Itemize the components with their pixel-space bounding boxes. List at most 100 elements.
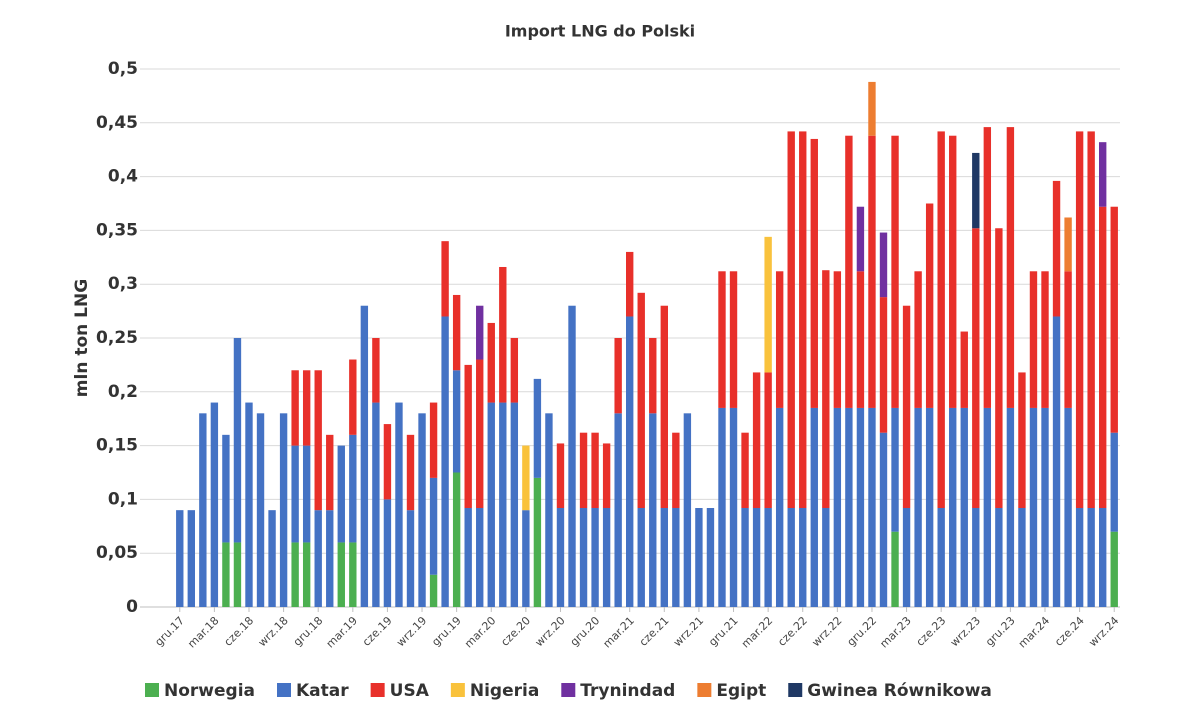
legend-label: Gwinea Równikowa <box>807 681 992 701</box>
x-tick-label: wrz.19 <box>394 614 429 649</box>
x-tick-label: cze.23 <box>914 614 949 649</box>
legend-label: Katar <box>296 681 349 701</box>
bar-segment <box>891 135 899 408</box>
bar-segment <box>775 407 784 607</box>
bar-segment <box>222 434 230 543</box>
bar-segment <box>1029 271 1038 408</box>
bar-segment <box>383 424 392 500</box>
bar-segment <box>752 372 761 509</box>
bar-segment <box>856 206 865 272</box>
bar-segment <box>464 508 472 607</box>
legend-swatch <box>145 683 159 697</box>
bar-segment <box>349 359 357 435</box>
bar-segment <box>1006 407 1015 607</box>
bar-segment <box>522 510 530 607</box>
x-tick-label: cze.19 <box>360 614 395 649</box>
bar-segment <box>1029 407 1038 607</box>
bar-segment <box>510 402 519 607</box>
bar-segment <box>614 338 622 414</box>
bar-segment <box>983 407 992 607</box>
bar-segment <box>326 510 334 607</box>
bar-segment <box>879 297 888 433</box>
chart-title: Import LNG do Polski <box>505 22 695 41</box>
bar-segment <box>787 508 795 607</box>
x-tick-label: cze.20 <box>498 614 533 649</box>
bar-segment <box>925 407 934 607</box>
bar-segment <box>729 407 738 607</box>
bar-segment <box>1110 531 1118 607</box>
bar-segment <box>649 338 657 414</box>
bar-segment <box>972 508 980 607</box>
bar-segment <box>291 370 299 446</box>
x-tick-label: wrz.23 <box>948 614 983 649</box>
x-tick-label: mar.18 <box>185 614 221 650</box>
bar-segment <box>949 135 957 408</box>
bar-segment <box>660 305 668 509</box>
bar-segment <box>787 131 795 509</box>
bar-segment <box>1064 217 1072 272</box>
x-tick-label: wrz.18 <box>256 614 291 649</box>
x-tick-label: wrz.24 <box>1086 614 1121 649</box>
bar-segment <box>429 402 438 478</box>
bar-segment <box>1052 180 1061 317</box>
bar-segment <box>799 131 807 509</box>
bar-segment <box>418 413 426 607</box>
bar-segment <box>187 510 195 607</box>
bar-segment <box>649 413 657 607</box>
bar-segment <box>256 413 265 607</box>
bar-segment <box>199 413 207 607</box>
y-tick-label: 0,05 <box>96 543 138 563</box>
bar-segment <box>822 508 830 607</box>
x-tick-label: wrz.21 <box>671 614 706 649</box>
bar-segment <box>337 542 345 607</box>
bar-segment <box>764 508 772 607</box>
bar-segment <box>349 434 357 543</box>
bar-segment <box>810 138 818 408</box>
bar-segment <box>833 407 842 607</box>
bar-segment <box>983 127 992 408</box>
bar-segment <box>845 407 853 607</box>
bar-segment <box>1064 271 1072 408</box>
bar-segment <box>799 508 807 607</box>
bar-segment <box>452 370 461 473</box>
x-tick-label: mar.21 <box>601 614 637 650</box>
bar-segment <box>510 338 519 403</box>
bar-segment <box>937 508 945 607</box>
bar-segment <box>533 378 542 478</box>
bar-segment <box>672 432 680 509</box>
bar-segment <box>879 232 888 298</box>
legend-label: USA <box>390 681 430 701</box>
bar-segment <box>1087 131 1095 509</box>
legend-label: Egipt <box>716 681 766 701</box>
bar-segment <box>995 508 1003 607</box>
bar-segment <box>499 402 507 607</box>
bar-segment <box>1099 142 1107 207</box>
bar-segment <box>1041 407 1049 607</box>
bar-segment <box>372 338 380 403</box>
bar-segment <box>810 407 818 607</box>
bar-segment <box>937 131 945 509</box>
bar-segment <box>868 81 876 136</box>
bar-segment <box>1110 432 1118 532</box>
bar-segment <box>591 508 599 607</box>
bar-segment <box>395 402 403 607</box>
bar-segment <box>972 228 980 509</box>
legend-swatch <box>697 683 712 697</box>
x-tick-label: mar.23 <box>877 614 913 650</box>
y-tick-label: 0,3 <box>108 274 138 294</box>
x-tick-label: wrz.20 <box>533 614 568 649</box>
y-tick-label: 0,4 <box>108 167 138 187</box>
bar-segment <box>891 531 899 607</box>
bar-segment <box>1018 508 1026 607</box>
bar-segment <box>476 359 484 509</box>
bar-segment <box>441 316 449 607</box>
bar-segment <box>949 407 957 607</box>
bar-segment <box>718 407 726 607</box>
bar-segment <box>660 508 668 607</box>
bar-segment <box>856 407 865 607</box>
y-tick-label: 0,2 <box>108 382 138 402</box>
bar-segment <box>406 510 415 607</box>
x-tick-label: mar.22 <box>739 614 775 650</box>
x-tick-label: gru.20 <box>568 614 603 649</box>
bar-segment <box>614 413 622 607</box>
